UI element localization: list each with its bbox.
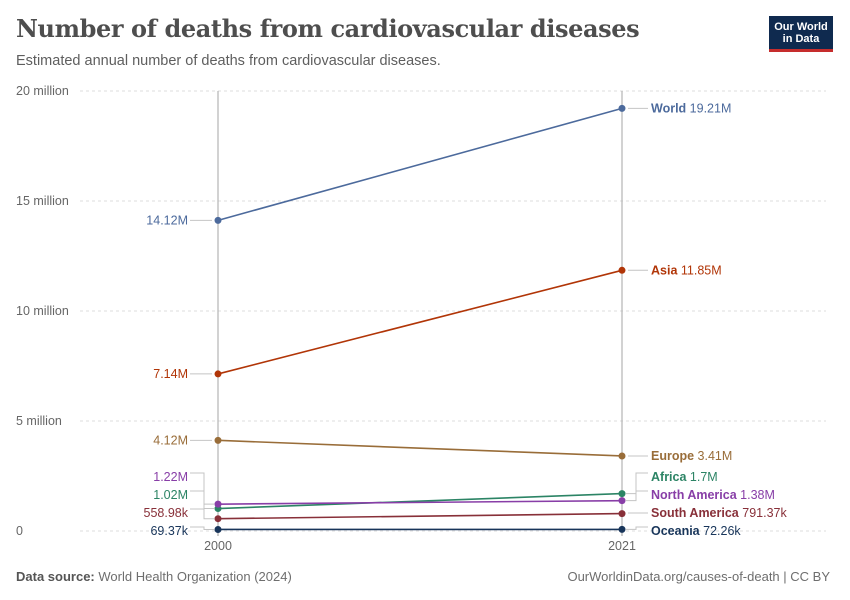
- data-point: [618, 266, 626, 274]
- x-tick-label: 2000: [204, 539, 232, 553]
- series-name: Europe: [651, 449, 694, 463]
- data-point: [214, 436, 222, 444]
- start-value-label: 4.12M: [153, 433, 188, 447]
- chart-subtitle: Estimated annual number of deaths from c…: [16, 53, 441, 69]
- x-tick-label: 2021: [608, 539, 636, 553]
- data-point: [618, 452, 626, 460]
- data-point: [618, 525, 626, 533]
- grid-lines: [80, 90, 826, 532]
- end-series-label: Asia 11.85M: [651, 263, 722, 277]
- series-line: [217, 107, 623, 222]
- series-name: Asia: [651, 263, 678, 277]
- logo-line-2: in Data: [782, 33, 820, 45]
- owid-logo[interactable]: Our World in Data: [769, 16, 833, 52]
- start-connector: [190, 490, 214, 510]
- data-source-text: World Health Organization (2024): [98, 569, 292, 584]
- data-point: [214, 515, 222, 523]
- start-value-label: 1.22M: [153, 470, 188, 484]
- series-end-value: 3.41M: [694, 449, 732, 463]
- series-line: [217, 512, 623, 520]
- y-tick-label: 15 million: [16, 194, 69, 208]
- y-tick-label: 20 million: [16, 84, 69, 98]
- data-source-label: Data source:: [16, 569, 95, 584]
- data-point: [214, 216, 222, 224]
- logo-line-1: Our World: [774, 21, 828, 33]
- end-connector: [626, 472, 648, 495]
- series-name: World: [651, 101, 686, 115]
- y-tick-label: 5 million: [16, 414, 62, 428]
- series-labels: 14.12M 7.14M 4.12M 1.22M 1.02M 558.98k 69.37k W…: [144, 101, 788, 538]
- start-value-label: 1.02M: [153, 488, 188, 502]
- series-name: South America: [651, 506, 740, 520]
- series-lines: [214, 104, 626, 533]
- series-name: Africa: [651, 470, 687, 484]
- chart-title: Number of deaths from cardiovascular dis…: [16, 14, 640, 43]
- y-axis: 0 5 million 10 million 15 million 20 million: [16, 84, 69, 538]
- end-series-label: World 19.21M: [651, 101, 731, 115]
- end-connector: [626, 526, 648, 530]
- y-tick-label: 0: [16, 524, 23, 538]
- data-point: [214, 370, 222, 378]
- end-series-label: Europe 3.41M: [651, 449, 732, 463]
- series-line: [217, 499, 623, 505]
- start-connector: [190, 526, 214, 530]
- end-connector: [626, 490, 648, 502]
- series-end-value: 791.37k: [739, 506, 788, 520]
- start-value-label: 558.98k: [144, 506, 189, 520]
- start-value-label: 7.14M: [153, 367, 188, 381]
- series-line: [217, 492, 623, 510]
- end-series-label: Africa 1.7M: [651, 470, 718, 484]
- data-point: [618, 510, 626, 518]
- data-point: [618, 490, 626, 498]
- start-value-label: 69.37k: [150, 524, 188, 538]
- credit-link[interactable]: OurWorldinData.org/causes-of-death | CC …: [567, 569, 830, 584]
- start-value-label: 14.12M: [146, 213, 188, 227]
- data-point: [214, 500, 222, 508]
- series-end-value: 19.21M: [686, 101, 731, 115]
- series-line: [217, 269, 623, 375]
- end-series-label: North America 1.38M: [651, 488, 775, 502]
- start-connector: [190, 508, 214, 520]
- series-end-value: 1.7M: [686, 470, 717, 484]
- data-point: [618, 497, 626, 505]
- series-end-value: 1.38M: [737, 488, 775, 502]
- line-chart: 0 5 million 10 million 15 million 20 million…: [16, 84, 826, 553]
- end-series-label: Oceania 72.26k: [651, 524, 741, 538]
- series-line: [217, 439, 623, 457]
- series-name: Oceania: [651, 524, 701, 538]
- series-name: North America: [651, 488, 738, 502]
- data-source: Data source: World Health Organization (…: [16, 569, 292, 584]
- end-series-label: South America 791.37k: [651, 506, 787, 520]
- y-tick-label: 10 million: [16, 304, 69, 318]
- series-end-value: 72.26k: [700, 524, 742, 538]
- start-connector: [190, 472, 214, 505]
- data-point: [214, 525, 222, 533]
- series-end-value: 11.85M: [677, 263, 721, 277]
- data-point: [618, 104, 626, 112]
